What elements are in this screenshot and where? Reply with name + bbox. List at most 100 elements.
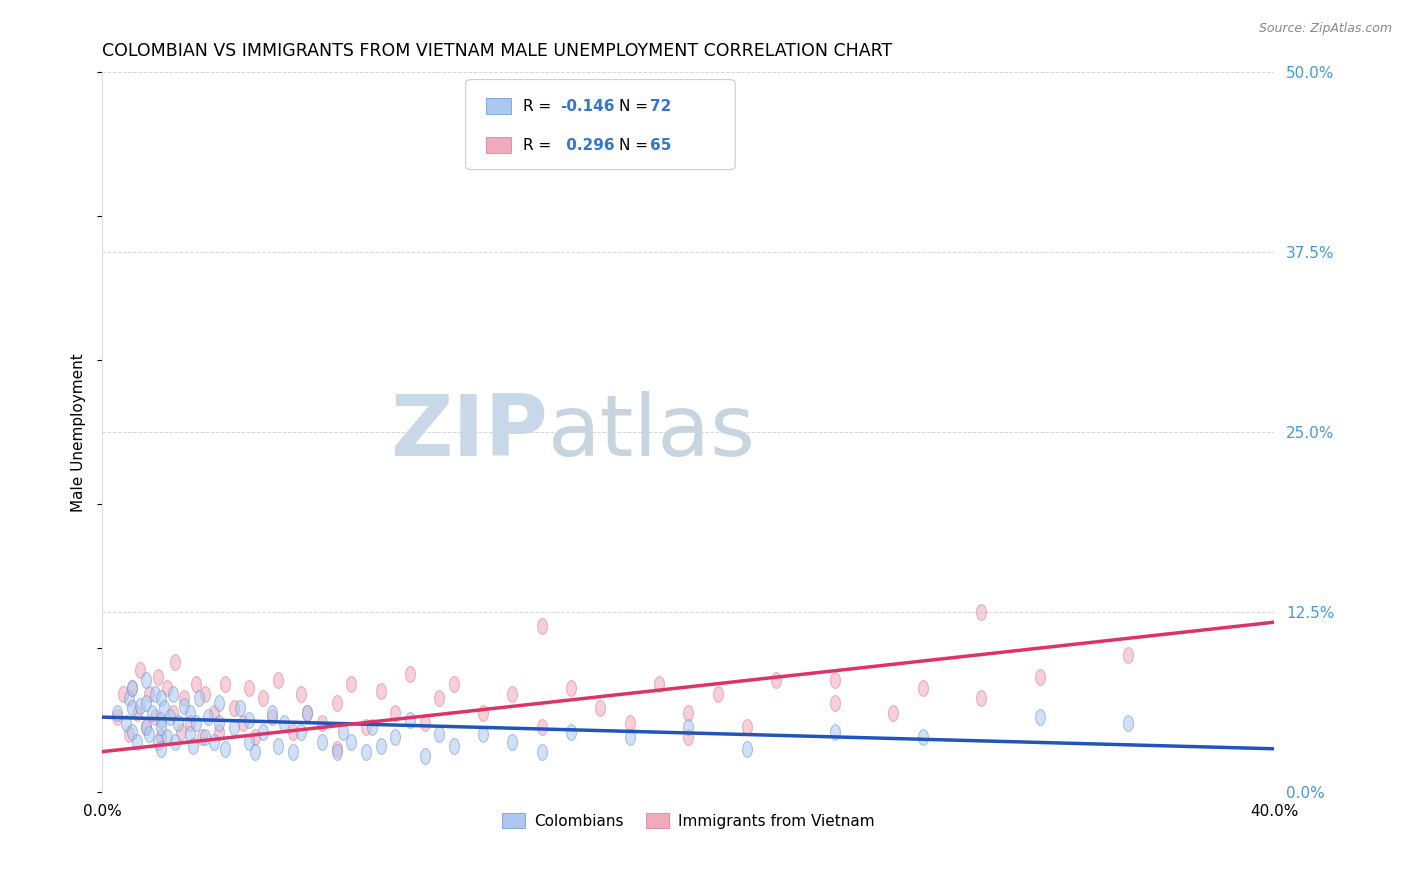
Point [191, 731, 214, 745]
Text: R =: R = [523, 99, 557, 114]
Point [354, 745, 377, 759]
Point [127, 734, 149, 748]
Point [290, 724, 312, 739]
Point [970, 691, 993, 706]
Point [143, 687, 166, 701]
Point [325, 745, 347, 759]
Point [194, 687, 217, 701]
Point [146, 670, 169, 684]
Point [111, 687, 134, 701]
Point [502, 734, 524, 748]
Point [222, 701, 245, 715]
Point [214, 677, 236, 691]
Point [173, 698, 195, 713]
Point [311, 715, 333, 730]
Point [332, 724, 354, 739]
Point [202, 706, 225, 720]
FancyBboxPatch shape [485, 98, 512, 114]
Point [232, 715, 254, 730]
Text: atlas: atlas [548, 391, 755, 474]
Point [243, 745, 266, 759]
Point [678, 706, 700, 720]
Point [502, 687, 524, 701]
Point [370, 684, 392, 698]
Text: 0.296: 0.296 [561, 137, 614, 153]
Point [273, 715, 295, 730]
Point [427, 727, 450, 741]
Point [179, 706, 201, 720]
Point [149, 731, 172, 745]
Text: N =: N = [619, 99, 652, 114]
Point [141, 706, 163, 720]
Point [311, 734, 333, 748]
Point [184, 715, 207, 730]
Point [427, 691, 450, 706]
Point [443, 677, 465, 691]
Point [443, 739, 465, 753]
Point [138, 727, 160, 741]
Point [167, 715, 190, 730]
Point [121, 681, 143, 696]
Text: Source: ZipAtlas.com: Source: ZipAtlas.com [1258, 22, 1392, 36]
Point [360, 720, 382, 734]
Point [297, 706, 319, 720]
Point [530, 720, 553, 734]
Point [202, 734, 225, 748]
Point [678, 720, 700, 734]
Point [208, 696, 231, 710]
Point [413, 715, 436, 730]
Point [105, 710, 128, 724]
Point [143, 710, 166, 724]
Point [735, 720, 758, 734]
Point [238, 734, 260, 748]
Point [170, 724, 193, 739]
Point [384, 706, 406, 720]
Point [970, 605, 993, 619]
Point [114, 715, 136, 730]
Point [138, 687, 160, 701]
Point [262, 710, 284, 724]
Point [1116, 715, 1139, 730]
Point [214, 741, 236, 756]
Y-axis label: Male Unemployment: Male Unemployment [72, 353, 86, 512]
Point [325, 741, 347, 756]
Point [149, 741, 172, 756]
Point [1029, 710, 1052, 724]
Point [281, 745, 304, 759]
Text: R =: R = [523, 137, 557, 153]
Point [619, 715, 641, 730]
Point [267, 673, 290, 687]
Point [179, 727, 201, 741]
Point [589, 701, 612, 715]
Point [560, 681, 582, 696]
Point [262, 706, 284, 720]
FancyBboxPatch shape [465, 79, 735, 169]
Point [149, 713, 172, 727]
Point [824, 696, 846, 710]
Point [156, 681, 179, 696]
Point [1116, 648, 1139, 663]
Point [208, 715, 231, 730]
Point [267, 739, 290, 753]
Point [152, 701, 174, 715]
Point [735, 741, 758, 756]
Point [252, 724, 274, 739]
Point [354, 720, 377, 734]
Point [399, 667, 422, 681]
Point [229, 701, 252, 715]
Point [340, 734, 363, 748]
Point [173, 691, 195, 706]
Point [135, 673, 157, 687]
Point [252, 691, 274, 706]
Point [281, 724, 304, 739]
Text: N =: N = [619, 137, 652, 153]
Point [121, 724, 143, 739]
Point [165, 656, 187, 670]
Point [135, 696, 157, 710]
Point [706, 687, 728, 701]
Point [911, 681, 934, 696]
Point [121, 701, 143, 715]
Point [243, 731, 266, 745]
Point [1029, 670, 1052, 684]
Point [824, 724, 846, 739]
